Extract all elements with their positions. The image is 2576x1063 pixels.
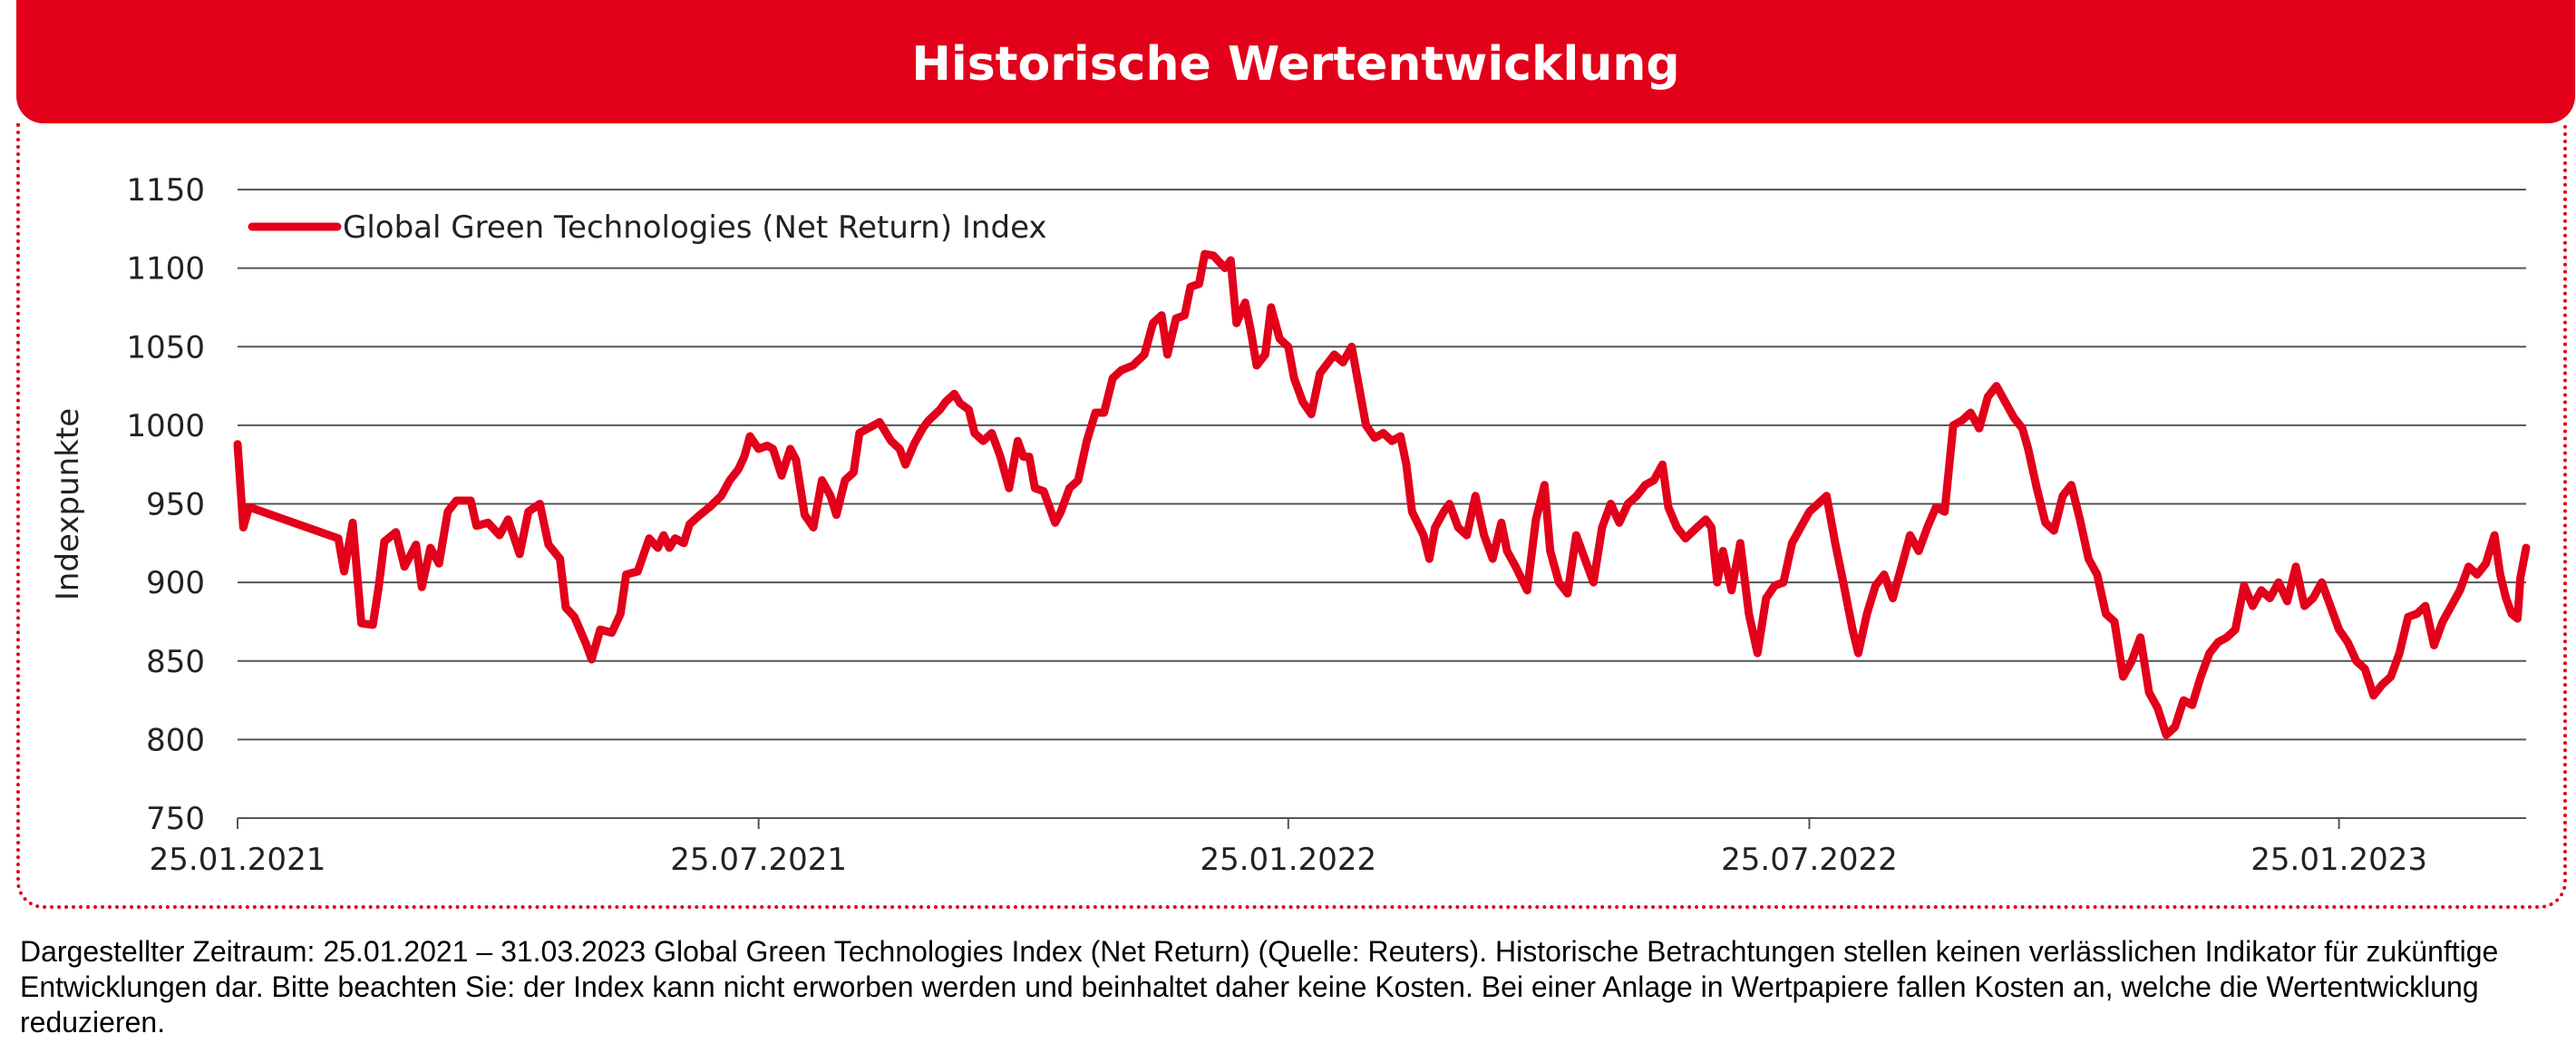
y-tick-label: 900 — [146, 565, 205, 601]
chart-header: Historische Wertentwicklung — [16, 0, 2575, 123]
x-tick-label: 25.01.2022 — [1200, 842, 1376, 878]
footnote: Dargestellter Zeitraum: 25.01.2021 – 31.… — [20, 935, 2499, 1039]
y-tick-label: 1150 — [126, 172, 205, 209]
x-tick-label: 25.01.2021 — [150, 842, 326, 878]
y-tick-label: 800 — [146, 722, 205, 758]
x-tick-label: 25.07.2021 — [670, 842, 847, 878]
chart-title: Historische Wertentwicklung — [911, 37, 1680, 92]
y-tick-label: 750 — [146, 801, 205, 837]
y-tick-label: 1000 — [126, 408, 205, 444]
y-tick-label: 1100 — [126, 251, 205, 288]
line-chart: 750 800 850 900 950 1000 1050 1100 1150 25.01.202… — [50, 172, 2531, 878]
y-tick-label: 850 — [146, 644, 205, 680]
y-axis-label: Indexpunkte — [50, 408, 86, 600]
y-tick-label: 1050 — [126, 329, 205, 366]
y-tick-label: 950 — [146, 487, 205, 523]
legend-label: Global Green Technologies (Net Return) I… — [343, 210, 1047, 246]
series-line — [233, 249, 2531, 739]
x-tick-label: 25.01.2023 — [2250, 842, 2427, 878]
x-tick-label: 25.07.2022 — [1721, 842, 1898, 878]
chart-frame — [16, 123, 2567, 909]
